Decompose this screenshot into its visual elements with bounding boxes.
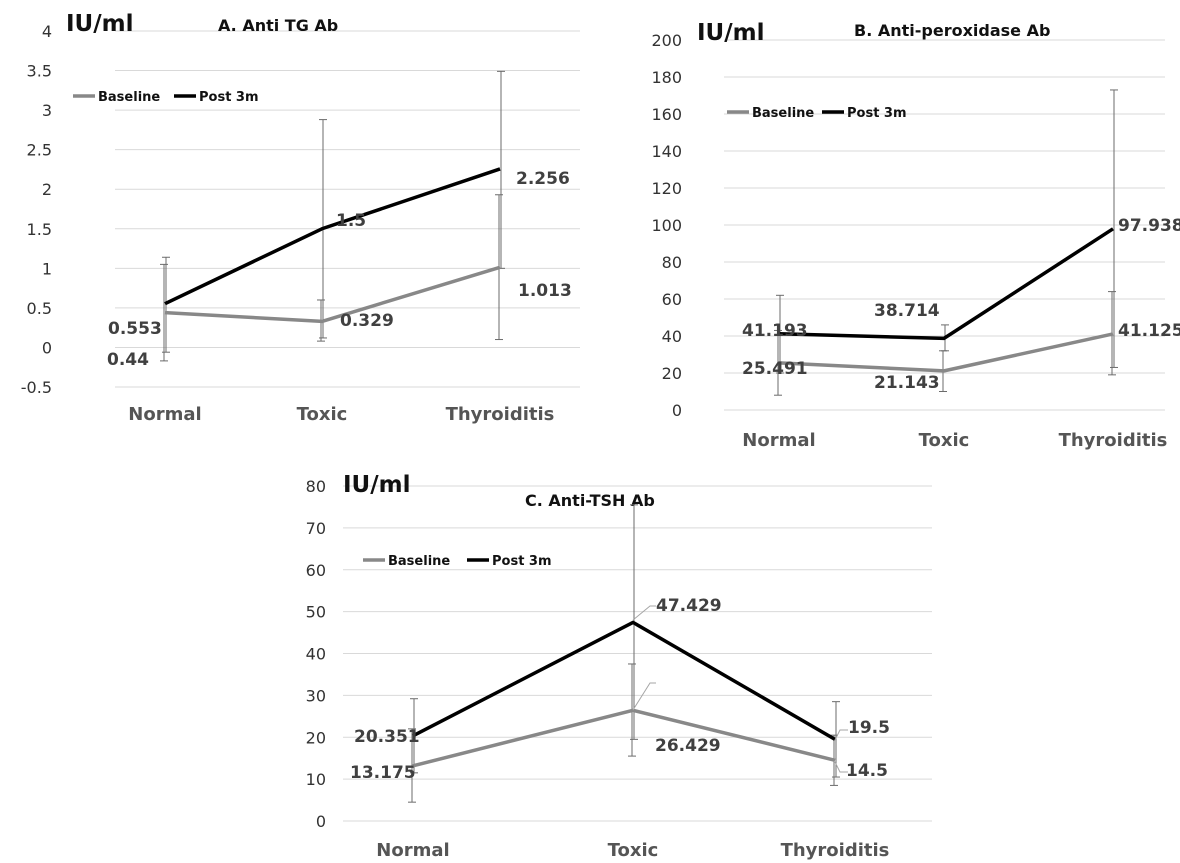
x-tick-label: Thyroiditis [1059, 430, 1168, 451]
x-tick-label: Toxic [919, 430, 970, 451]
y-tick-label: 80 [306, 477, 326, 496]
y-tick-label: 50 [306, 603, 326, 622]
legend-label-baseline: Baseline [752, 106, 814, 121]
x-tick-label: Thyroiditis [446, 404, 555, 425]
data-label: 25.491 [742, 359, 808, 379]
y-tick-label: 100 [651, 216, 682, 235]
data-label: 97.938 [1118, 216, 1180, 236]
y-tick-label: 3 [42, 101, 52, 120]
x-tick-label: Toxic [608, 840, 659, 861]
series-line-post-3m [778, 227, 1114, 341]
data-label: 2.256 [516, 169, 570, 189]
y-tick-label: 3.5 [27, 62, 52, 81]
data-label: 47.429 [656, 596, 722, 616]
y-tick-label: 20 [662, 364, 682, 383]
x-tick-label: Normal [376, 840, 449, 861]
y-axis-unit: IU/ml [343, 472, 410, 498]
data-label: 21.143 [874, 373, 940, 393]
legend: Baseline Post 3m [727, 106, 907, 121]
y-tick-label: 0 [42, 338, 52, 357]
legend: Baseline Post 3m [73, 90, 259, 105]
y-tick-label: 200 [651, 31, 682, 50]
x-tick-label: Normal [742, 430, 815, 451]
y-tick-label: 60 [662, 290, 682, 309]
y-tick-label: 1 [42, 259, 52, 278]
legend-label-baseline: Baseline [388, 554, 450, 569]
error-bar [160, 263, 168, 362]
y-tick-label: 180 [651, 68, 682, 87]
x-tick-label: Normal [128, 404, 201, 425]
data-label: 26.429 [655, 736, 721, 756]
data-label: 13.175 [350, 763, 416, 783]
label-leader-line [632, 605, 656, 621]
chart-title: A. Anti TG Ab [218, 16, 338, 35]
series-line-baseline [778, 332, 1114, 373]
data-label: 1.013 [518, 281, 572, 301]
legend-label-post-3m: Post 3m [847, 106, 907, 121]
y-tick-label: 70 [306, 519, 326, 538]
chart-panel-c: 0 10 20 30 40 50 60 70 80 Normal Toxic Thyroiditis C… [306, 472, 932, 861]
y-axis-unit: IU/ml [697, 20, 764, 46]
chart-panel-a: -0.5 0 0.5 1 1.5 2 2.5 3 3.5 4 Normal Toxic Thyroidi… [21, 11, 580, 425]
label-leader-line [834, 761, 848, 773]
series-line-post-3m [412, 620, 836, 741]
y-tick-label: 40 [306, 645, 326, 664]
error-bar [408, 728, 416, 803]
series-line-baseline [412, 708, 836, 768]
y-tick-label: 1.5 [27, 220, 52, 239]
data-label: 0.553 [108, 319, 162, 339]
y-tick-label: 2 [42, 180, 52, 199]
y-tick-label: 4 [42, 22, 52, 41]
y-tick-label: 160 [651, 105, 682, 124]
data-label: 41.125 [1118, 321, 1180, 341]
data-label: 0.44 [107, 350, 149, 370]
y-tick-label: 80 [662, 253, 682, 272]
y-axis-unit: IU/ml [66, 11, 133, 37]
legend: Baseline Post 3m [363, 554, 552, 569]
chart-title: B. Anti-peroxidase Ab [854, 21, 1050, 40]
y-tick-label: 2.5 [27, 141, 52, 160]
x-tick-label: Toxic [297, 404, 348, 425]
y-tick-label: 0 [316, 812, 326, 831]
legend-label-post-3m: Post 3m [199, 90, 259, 105]
y-tick-label: 140 [651, 142, 682, 161]
series-line-post-3m [164, 167, 501, 306]
legend-label-baseline: Baseline [98, 90, 160, 105]
label-leader-line [632, 682, 656, 711]
y-tick-label: 60 [306, 561, 326, 580]
data-label: 38.714 [874, 301, 940, 321]
legend-label-post-3m: Post 3m [492, 554, 552, 569]
chart-title: C. Anti-TSH Ab [525, 491, 655, 510]
y-tick-label: 10 [306, 770, 326, 789]
data-label: 0.329 [340, 311, 394, 331]
y-tick-label: 30 [306, 686, 326, 705]
y-tick-label: 0.5 [27, 299, 52, 318]
chart-panel-b: 0 20 40 60 80 100 120 140 160 180 200 Normal Toxic Th… [651, 20, 1180, 451]
y-tick-label: -0.5 [21, 378, 52, 397]
error-bar [1110, 89, 1118, 368]
y-tick-label: 20 [306, 728, 326, 747]
series-line-baseline [164, 265, 501, 324]
data-label: 41.193 [742, 321, 808, 341]
data-label: 1.5 [336, 211, 366, 231]
data-label: 19.5 [848, 718, 890, 738]
data-label: 20.351 [354, 727, 420, 747]
label-leader-line [834, 729, 848, 741]
error-bar [774, 329, 782, 396]
y-tick-label: 40 [662, 327, 682, 346]
y-tick-label: 120 [651, 179, 682, 198]
data-label: 14.5 [846, 761, 888, 781]
y-tick-label: 0 [672, 401, 682, 420]
x-tick-label: Thyroiditis [781, 840, 890, 861]
